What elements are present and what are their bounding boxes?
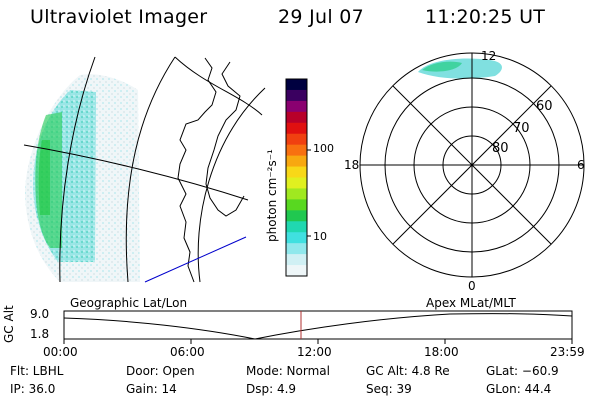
colorbar-segment [286,243,307,255]
colorbar-segment [286,210,307,222]
ip-info: IP: 36.0 [10,382,56,396]
colorbar-segment [286,265,307,277]
lat-60-label: 60 [536,99,553,114]
mlt-6-label: 6 [577,158,585,172]
lat-80-label: 80 [492,141,509,156]
colorbar-segment [286,199,307,211]
x-tick-1800: 18:00 [424,345,459,359]
colorbar-segment [286,111,307,124]
gc-alt-axis-label: GC Alt [2,305,16,343]
colorbar-unit-label: photon cm⁻²s⁻¹ [265,149,279,242]
colorbar-segment [286,100,307,113]
colorbar-segment [286,144,307,157]
geographic-title: Geographic Lat/Lon [70,296,188,310]
colorbar-segment [286,177,307,189]
door-info: Door: Open [126,364,195,378]
polar-plot: 12 18 6 0 60 70 80 [344,49,585,293]
apex-title: Apex MLat/MLT [426,296,516,310]
mlt-18-label: 18 [344,158,359,172]
mlt-0-label: 0 [468,279,476,293]
mode-info: Mode: Normal [246,364,330,378]
glat-info: GLat: −60.9 [486,364,559,378]
lat-70-label: 70 [513,121,530,136]
mlt-12-label: 12 [481,49,496,63]
color-bar [285,78,311,277]
colorbar-segment [286,133,307,146]
colorbar-segment [286,79,307,91]
time-label: 11:20:25 UT [425,6,546,28]
gc-alt-info: GC Alt: 4.8 Re [366,364,450,378]
glon-info: GLon: 44.4 [486,382,552,396]
colorbar-segment [286,221,307,233]
y-tick-1-8: 1.8 [30,327,50,341]
y-tick-9: 9.0 [30,307,50,321]
colorbar-segment [286,122,307,135]
x-tick-1200: 12:00 [297,345,332,359]
colorbar-segment [286,166,307,178]
seq-info: Seq: 39 [366,382,412,396]
altitude-timeline [63,310,573,344]
colorbar-segment [286,254,307,266]
date-label: 29 Jul 07 [278,6,365,28]
filter-info: Flt: LBHL [10,364,64,378]
colorbar-segment [286,155,307,168]
instrument-title: Ultraviolet Imager [30,6,208,28]
colorbar-segment [286,232,307,244]
x-tick-0600: 06:00 [170,345,205,359]
colorbar-tick-10: 10 [313,230,327,243]
x-tick-2359: 23:59 [550,345,585,359]
colorbar-frame [285,78,308,277]
colorbar-segment [286,89,307,102]
colorbar-segment [286,188,307,200]
x-tick-0000: 00:00 [43,345,78,359]
dsp-info: Dsp: 4.9 [246,382,297,396]
colorbar-tick-100: 100 [313,142,334,155]
geographic-map [23,56,266,283]
gain-info: Gain: 14 [126,382,177,396]
